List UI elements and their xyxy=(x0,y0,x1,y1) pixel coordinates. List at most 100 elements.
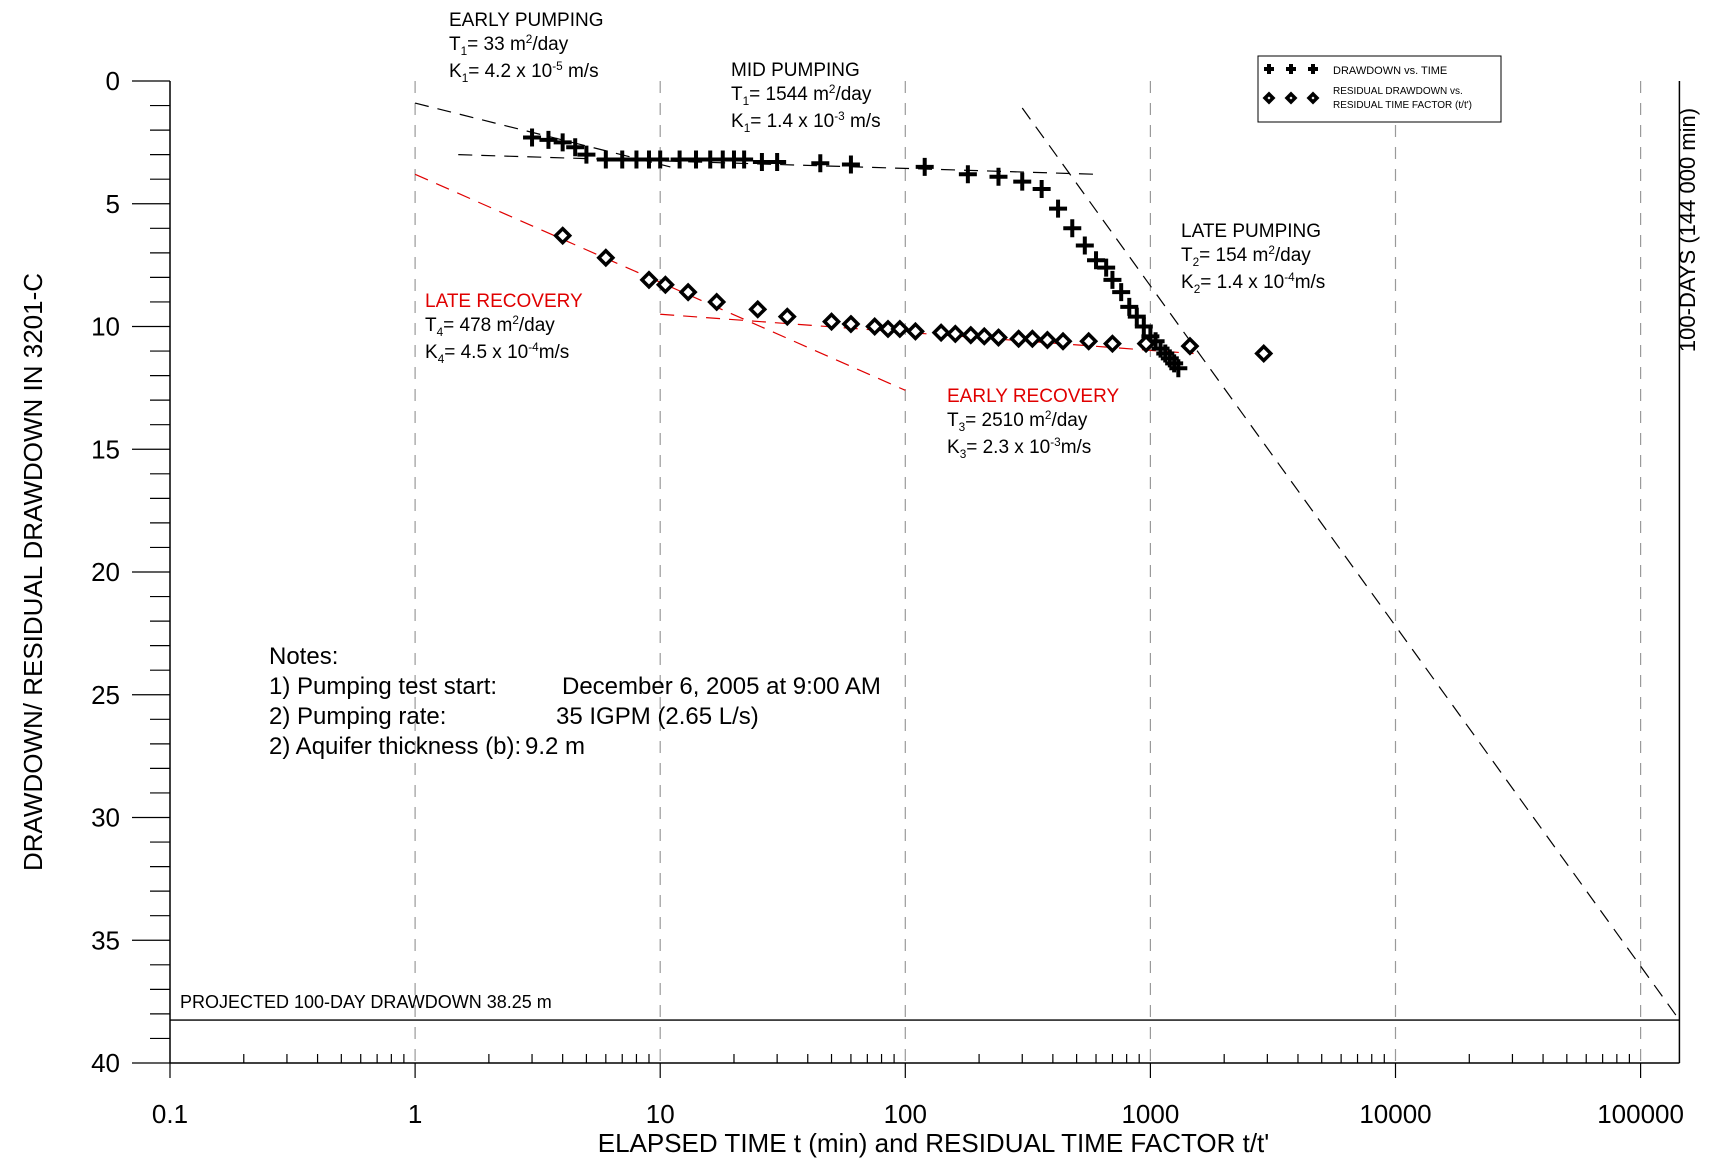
residual-point xyxy=(945,324,965,344)
legend-label-residual-line1: RESIDUAL DRAWDOWN vs. xyxy=(1333,86,1463,97)
fit-line xyxy=(414,173,906,391)
fit-lines xyxy=(414,102,1680,1021)
residual-point xyxy=(777,307,797,327)
drawdown-point xyxy=(1032,180,1051,199)
annotation-transmissivity: T1= 33 m2/day xyxy=(449,33,569,58)
drawdown-point xyxy=(1112,283,1131,302)
fit-line xyxy=(1021,107,1680,1021)
x-tick-label: 1 xyxy=(408,1099,422,1129)
drawdown-point xyxy=(841,155,860,174)
residual-point xyxy=(989,328,1008,348)
drawdown-point xyxy=(1097,258,1116,277)
residual-point xyxy=(707,292,727,312)
annotation-conductivity: K1= 1.4 x 10-3 m/s xyxy=(731,110,881,135)
residual-point xyxy=(639,270,659,290)
note-value: 35 IGPM (2.65 L/s) xyxy=(556,703,759,730)
residual-point xyxy=(596,248,616,268)
residual-point xyxy=(974,326,994,346)
annotation-conductivity: K4= 4.5 x 10-4m/s xyxy=(425,341,569,366)
legend-box xyxy=(1257,55,1502,123)
y-tick-label: 15 xyxy=(91,434,120,464)
residual-point xyxy=(1079,331,1099,351)
drawdown-point xyxy=(651,150,670,169)
x-tick-label: 10 xyxy=(646,1099,675,1129)
drawdown-point xyxy=(1127,307,1146,326)
residual-point xyxy=(1136,334,1156,354)
drawdown-point xyxy=(523,128,542,147)
legend-plus-marker xyxy=(1286,64,1296,74)
residual-point xyxy=(1180,336,1200,356)
annotation-transmissivity: T1= 1544 m2/day xyxy=(731,83,872,108)
residual-point xyxy=(822,312,841,332)
residual-point xyxy=(678,282,698,302)
x-tick-label: 100 xyxy=(884,1099,927,1129)
annotation-title: EARLY PUMPING xyxy=(449,10,604,31)
legend-diamond-marker xyxy=(1306,91,1320,105)
y-tick-label: 0 xyxy=(106,66,120,96)
note-label: 1) Pumping test start: xyxy=(269,673,497,700)
legend-plus-marker xyxy=(1264,64,1274,74)
note-value: December 6, 2005 at 9:00 AM xyxy=(562,673,881,700)
vertical-gridlines xyxy=(414,81,1642,1063)
drawdown-point xyxy=(752,153,771,172)
drawdown-point xyxy=(566,138,585,157)
drawdown-point xyxy=(1049,199,1068,218)
residual-point xyxy=(1037,330,1057,350)
residual-point xyxy=(1022,329,1042,349)
annotation-transmissivity: T3= 2510 m2/day xyxy=(947,409,1088,434)
notes-title: Notes: xyxy=(269,643,338,670)
annotation-title: MID PUMPING xyxy=(731,60,860,81)
drawdown-point xyxy=(1134,317,1153,336)
residual-point xyxy=(655,275,675,295)
end-line-label: 100-DAYS (144 000 min) xyxy=(1675,108,1700,352)
legend-diamond-marker xyxy=(1284,91,1298,105)
drawdown-point xyxy=(1075,236,1094,255)
annotation-conductivity: K1= 4.2 x 10-5 m/s xyxy=(449,60,599,85)
fit-line xyxy=(660,313,1194,355)
drawdown-point xyxy=(553,133,572,152)
annotation-title: EARLY RECOVERY xyxy=(947,386,1119,407)
x-axis-title: ELAPSED TIME t (min) and RESIDUAL TIME F… xyxy=(598,1128,1270,1158)
drawdown-series xyxy=(523,128,1188,378)
y-tick-label: 25 xyxy=(91,680,120,710)
y-tick-label: 5 xyxy=(106,189,120,219)
drawdown-point xyxy=(1169,359,1188,378)
fit-line xyxy=(414,102,671,168)
drawdown-point xyxy=(1103,270,1122,289)
y-tick-label: 10 xyxy=(91,312,120,342)
residual-point xyxy=(841,314,861,334)
annotation-transmissivity: T2= 154 m2/day xyxy=(1181,244,1311,269)
x-tick-label: 0.1 xyxy=(152,1099,188,1129)
residual-point xyxy=(1053,331,1073,351)
residual-series xyxy=(553,226,1274,363)
legend: DRAWDOWN vs. TIME RESIDUAL DRAWDOWN vs. RE… xyxy=(1257,55,1502,123)
legend-diamond-marker xyxy=(1262,91,1276,105)
note-label: 2) Aquifer thickness (b): xyxy=(269,733,521,760)
axes: 0 5 10 15 20 25 30 35 40 0.1 1 10 100 1000 10000 100000… xyxy=(18,66,1700,1158)
annotation-title: LATE PUMPING xyxy=(1181,221,1321,242)
drawdown-point xyxy=(670,150,689,169)
residual-point xyxy=(553,226,573,246)
note-label: 2) Pumping rate: xyxy=(269,703,446,730)
drawdown-point xyxy=(915,157,934,176)
fit-line xyxy=(458,154,1097,175)
note-value: 9.2 m xyxy=(525,733,585,760)
legend-plus-marker xyxy=(1308,64,1318,74)
x-tick-label: 1000 xyxy=(1121,1099,1179,1129)
drawdown-point xyxy=(1120,297,1139,316)
residual-point xyxy=(878,319,898,339)
residual-point xyxy=(1009,329,1029,349)
legend-label-drawdown: DRAWDOWN vs. TIME xyxy=(1333,65,1447,77)
y-tick-label: 30 xyxy=(91,803,120,833)
residual-point xyxy=(931,323,951,343)
annotation-transmissivity: T4= 478 m2/day xyxy=(425,314,555,339)
drawdown-point xyxy=(596,150,615,169)
drawdown-point xyxy=(989,167,1008,186)
residual-point xyxy=(890,319,910,339)
annotation-title: LATE RECOVERY xyxy=(425,291,583,312)
